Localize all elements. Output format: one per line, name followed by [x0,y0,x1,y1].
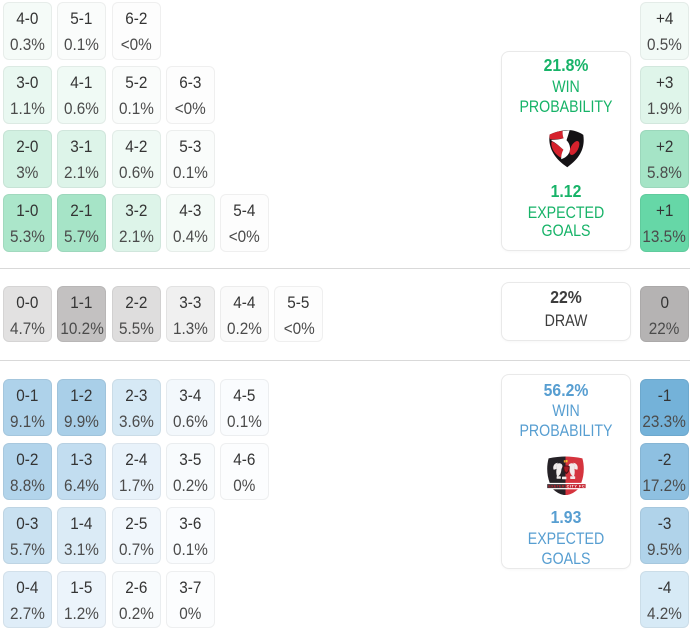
svg-text:EXETER: EXETER [548,484,564,488]
svg-text:CITY FC: CITY FC [566,484,584,488]
